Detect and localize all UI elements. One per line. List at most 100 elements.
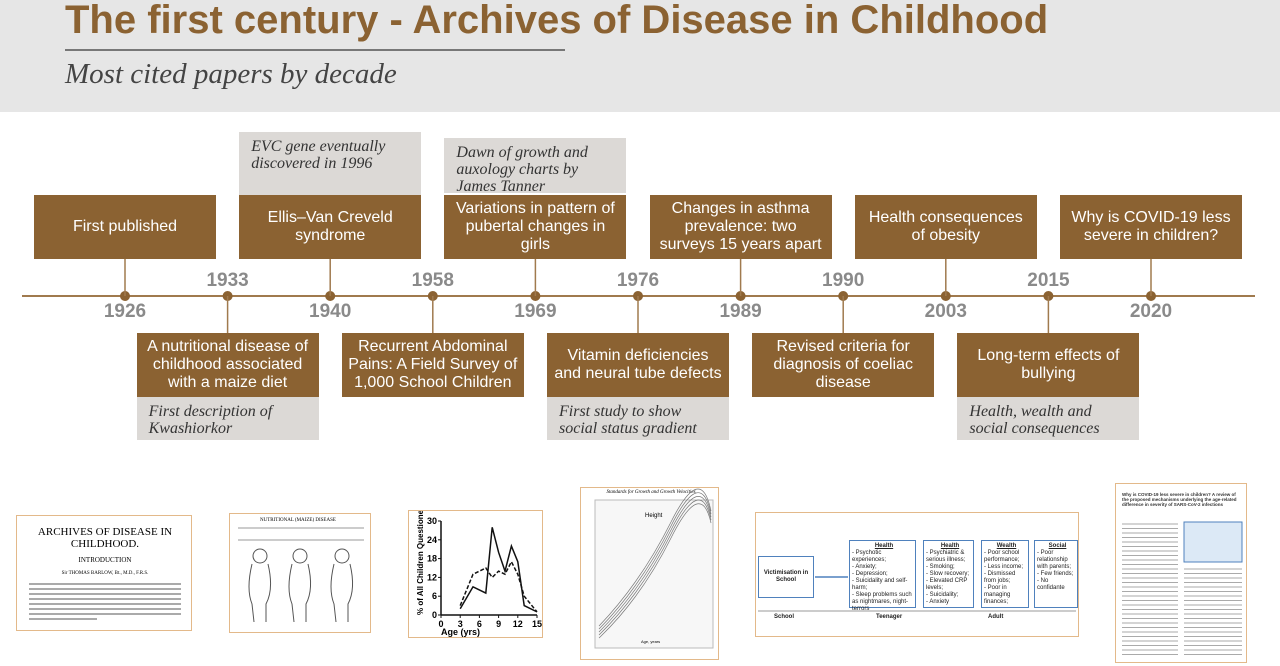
year: 1989 [719,301,762,322]
box-item: - Suicidality and self-harm; [852,578,908,591]
growth-curve [598,492,712,630]
figure-head [292,548,308,564]
outcome-box: Health - Psychiatric & serious illness; - … [923,540,974,608]
thumb-title: Standards for Growth and Growth Velociti… [606,490,696,495]
box-item: - Poor school performance; [984,550,1020,563]
box-item: - Few friends; [1037,571,1074,577]
x-label: Age, years [641,639,661,644]
box-item: - Depression; [852,571,888,577]
y-tick-label: 12 [427,572,437,582]
box-item: - Psychotic experiences; [852,550,887,563]
outcome-box: Social - Poor relationship with parents; -… [1034,540,1078,608]
x-tick-label: 6 [477,619,482,629]
note: Dawn of growth and auxology charts by Ja… [444,138,627,195]
x-tick-label: 12 [513,619,523,629]
box-item: - Elevated CRP levels; [926,578,968,591]
year: 2015 [1027,270,1070,291]
stage-label: Teenager [876,614,903,620]
thumb-maize: NUTRITIONAL (MAIZE) DISEASE [229,513,371,633]
thumb-chart: 0 6 12 18 24 30 0 3 6 9 12 15 Age (yrs) % of All Chil… [408,510,543,638]
y-tick-label: 0 [432,610,437,620]
growth-curve [598,503,712,639]
figure-body [288,563,312,623]
box-item: - Slow recovery; [926,571,970,577]
thumb-section: INTRODUCTION [78,556,132,564]
x-tick-label: 0 [438,619,443,629]
outcome-box: Wealth - Poor school performance; - Less i… [981,540,1029,608]
y-tick-label: 30 [427,516,437,526]
y-tick-label: 24 [427,535,437,545]
box-item: - Poor in managing finances; [984,585,1011,605]
box-item: - Dismissed from jobs; [984,571,1016,584]
x-label: Age (yrs) [441,627,480,637]
year: 1940 [309,301,352,322]
box-title: Health [874,543,894,549]
event-box: Long-term effects of bullying [957,333,1140,397]
growth-curve [598,496,712,633]
x-tick-label: 3 [458,619,463,629]
paper-title: Why is COVID-19 less severe in children?… [1122,492,1237,507]
box-panel [1183,521,1243,563]
note: First description of Kwashiorkor [136,397,319,440]
curve-label: Height [645,513,663,519]
x-tick-label: 15 [532,619,542,629]
box-item: - Suicidality; [926,592,959,598]
note: Health, wealth and social consequences [957,397,1140,440]
event-box: Changes in asthma prevalence: two survey… [649,195,832,259]
box-item: - Psychiatric & serious illness; [926,550,966,563]
year: 1976 [616,270,660,291]
thumb-author: Sir THOMAS BARLOW, Bt., M.D., F.R.S. [61,571,149,576]
stage-label: Adult [988,614,1004,620]
year: 1933 [206,270,249,291]
event-box: Recurrent Abdominal Pains: A Field Surve… [341,333,524,397]
y-label: % of All Children Questioned [416,511,425,615]
rule [65,49,565,51]
thumb-archives: ARCHIVES OF DISEASE IN CHILDHOOD. INTRODU… [16,515,192,631]
event-box: Vitamin deficiencies and neural tube def… [547,333,729,397]
event-box: Revised criteria for diagnosis of coelia… [752,333,935,397]
chart: 0 6 12 18 24 30 0 3 6 9 12 15 Age (yrs) % of All Chil… [416,511,542,637]
event-box: Health consequences of obesity [854,195,1037,259]
year: 2020 [1129,301,1173,322]
figure-body [330,563,354,623]
box-item: - Anxiety; [852,564,877,570]
box-title: Health [940,543,960,549]
year: 2003 [924,301,967,322]
outcome-box: Health - Psychotic experiences; - Anxiety;… [849,540,916,612]
thumb-title: ARCHIVES OF DISEASE IN CHILDHOOD. [37,526,173,550]
header: The first century - Archives of Disease … [0,0,1280,112]
box-item: - Less income; [984,564,1024,570]
year: 1926 [103,301,147,322]
title: The first century - Archives of Disease … [65,0,1049,42]
box-item: - Sleep problems such as nightmares, nig… [852,592,912,612]
paper-body [1122,521,1243,655]
box-item: - Poor relationship with parents; [1037,550,1072,570]
growth-curve [598,488,712,627]
x-tick-label: 9 [496,619,501,629]
series-line [459,527,538,613]
y-tick-label: 18 [427,554,437,564]
box-item: - Anxiety [926,599,950,605]
growth-curve [598,499,712,636]
event-box: First published [34,195,216,259]
figure-head [334,548,350,564]
thumb-text-lines [29,583,181,620]
year: 1990 [822,270,865,291]
thumb-heading: NUTRITIONAL (MAIZE) DISEASE [260,518,336,523]
thumb-bullying: Victimisation in School Health - Psychotic… [755,512,1079,637]
thumb-growth: Standards for Growth and Growth Velociti… [580,487,719,660]
event-box: Variations in pattern of pubertal change… [444,195,627,259]
stage-label: School [774,614,795,620]
box-title: Social [1048,543,1067,549]
box-title: Wealth [996,543,1017,549]
grid-area [594,499,714,649]
box-item: - Smoking; [926,564,955,570]
year: 1969 [514,301,557,322]
note: First study to show social status gradie… [547,397,729,440]
event-box: Why is COVID-19 less severe in children? [1060,195,1242,259]
box-item: - No confidante [1037,578,1065,591]
figure-head [252,548,268,564]
event-box: Ellis–Van Creveld syndrome [239,195,422,259]
